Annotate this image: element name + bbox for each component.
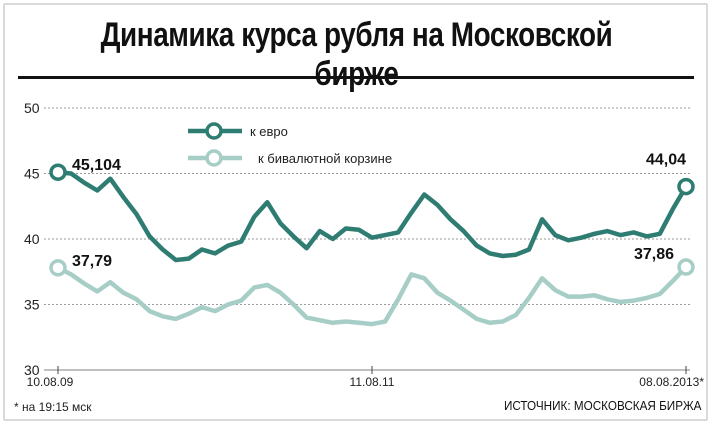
- basket-end-label: 37,86: [634, 246, 674, 263]
- x-axis: 10.08.09 11.08.11 08.08.2013*: [27, 366, 704, 389]
- y-tick-label: 50: [24, 100, 40, 116]
- x-tick-label: 11.08.11: [350, 375, 395, 389]
- chart-title: Динамика курса рубля на Московской бирже: [100, 16, 613, 93]
- y-tick-label: 35: [24, 297, 40, 313]
- grid-lines: [44, 107, 690, 371]
- legend-euro-label: к евро: [250, 124, 288, 139]
- basket-start-marker: [49, 259, 67, 277]
- y-axis: 50 45 40 35 30: [24, 100, 40, 378]
- euro-start-label: 45,104: [72, 157, 121, 174]
- legend-basket-label: к бивалютной корзине: [258, 151, 392, 166]
- euro-end-label: 44,04: [646, 152, 686, 169]
- y-tick-label: 45: [24, 166, 40, 182]
- legend-euro-marker: [205, 122, 223, 140]
- series-lines: [49, 163, 695, 327]
- x-tick-label: 08.08.2013*: [639, 375, 704, 389]
- footnote: * на 19:15 мск: [14, 400, 92, 414]
- series-line-euro: [55, 169, 689, 263]
- euro-start-marker: [49, 163, 67, 181]
- x-tick-label: 10.08.09: [27, 375, 74, 389]
- basket-start-label: 37,79: [72, 253, 112, 270]
- title-underline: [18, 76, 694, 79]
- data-labels: 45,104 44,04 37,79 37,86: [72, 152, 686, 270]
- euro-end-marker: [677, 177, 695, 196]
- source-note: ИСТОЧНИК: МОСКОВСКАЯ БИРЖА: [503, 398, 701, 413]
- legend: к евро к бивалютной корзине: [188, 122, 392, 167]
- y-tick-label: 30: [24, 362, 40, 378]
- series-line-basket: [55, 264, 689, 327]
- y-tick-label: 40: [24, 231, 40, 247]
- chart-frame: [3, 3, 708, 421]
- legend-basket-marker: [205, 149, 223, 167]
- basket-end-marker: [677, 258, 695, 276]
